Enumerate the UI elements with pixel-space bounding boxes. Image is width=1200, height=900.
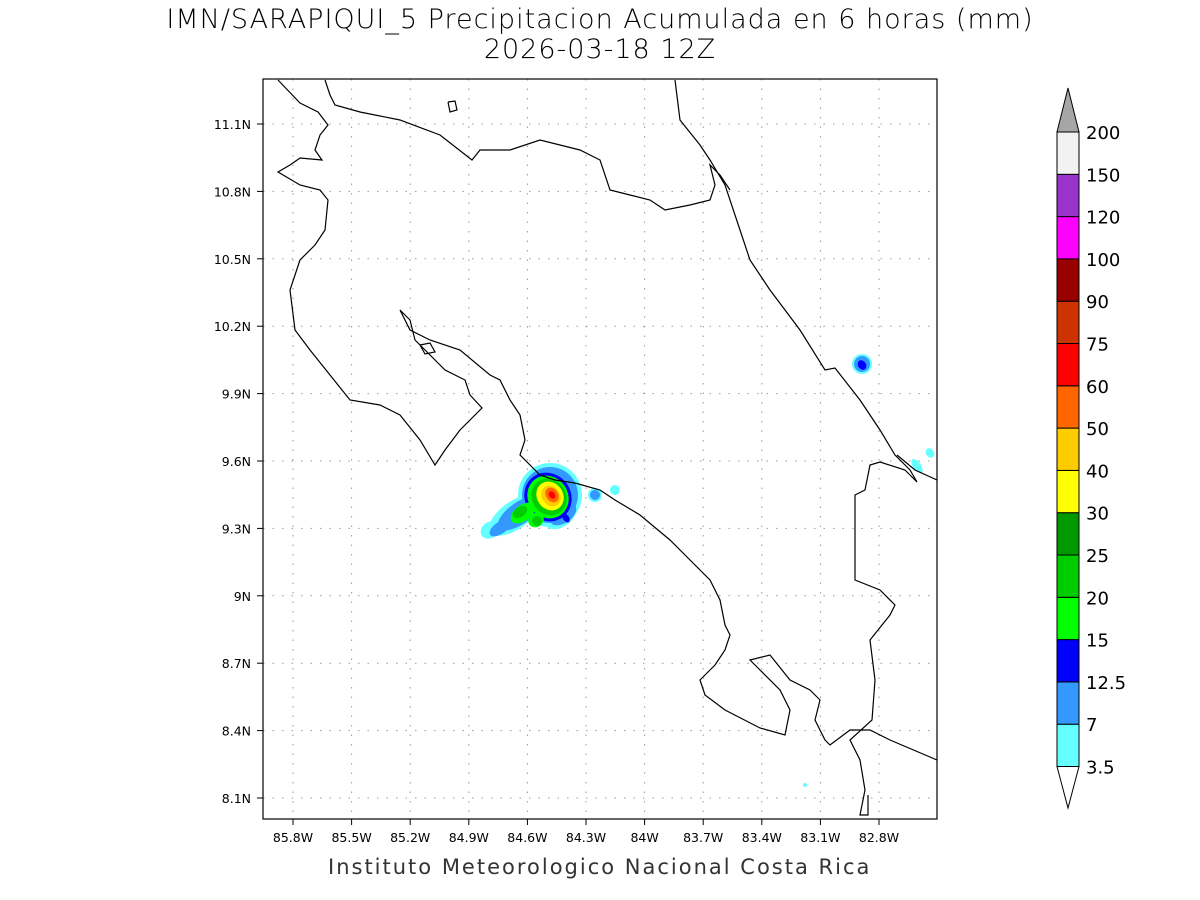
colorbar-swatch bbox=[1056, 554, 1080, 598]
colorbar-swatch bbox=[1056, 300, 1080, 345]
lon-tick-label: 85.2W bbox=[390, 830, 430, 845]
colorbar-label: 3.5 bbox=[1086, 758, 1115, 779]
colorbar-swatch bbox=[1056, 258, 1080, 302]
map-subtitle: 2026-03-18 12Z bbox=[483, 34, 717, 65]
colorbar-label: 90 bbox=[1086, 292, 1109, 313]
lon-tick-label: 84.6W bbox=[507, 830, 547, 845]
lat-tick-label: 9.3N bbox=[222, 521, 251, 536]
lon-tick-label: 84.3W bbox=[566, 830, 606, 845]
map-frame bbox=[262, 78, 938, 820]
lon-tick-label: 85.8W bbox=[273, 830, 313, 845]
lat-tick-label: 8.1N bbox=[222, 791, 251, 806]
colorbar-under-arrow bbox=[1056, 766, 1080, 810]
coastline bbox=[276, 79, 937, 761]
colorbar-label: 150 bbox=[1086, 165, 1120, 186]
lon-tick-label: 84W bbox=[630, 830, 658, 845]
colorbar-swatch bbox=[1056, 173, 1080, 218]
map-title: IMN/SARAPIQUI_5 Precipitacion Acumulada … bbox=[166, 4, 1034, 35]
colorbar-label: 30 bbox=[1086, 504, 1109, 525]
precip-cell bbox=[925, 448, 935, 458]
precip-cell bbox=[548, 491, 556, 499]
colorbar-label: 200 bbox=[1086, 123, 1120, 144]
colorbar-label: 20 bbox=[1086, 588, 1109, 609]
colorbar-swatch bbox=[1056, 469, 1080, 514]
colorbar-over-arrow bbox=[1056, 87, 1080, 133]
coastlines bbox=[276, 79, 937, 816]
lat-tick-label: 8.7N bbox=[222, 656, 251, 671]
colorbar-swatch bbox=[1056, 723, 1080, 768]
lat-tick-label: 9N bbox=[234, 589, 251, 604]
precip-cell bbox=[857, 360, 867, 370]
colorbar-swatch bbox=[1056, 343, 1080, 387]
colorbar-swatch bbox=[1056, 596, 1080, 641]
precip-cell bbox=[512, 505, 528, 519]
coastline bbox=[324, 79, 731, 211]
coastline bbox=[896, 454, 937, 481]
lon-tick-label: 83.1W bbox=[800, 830, 840, 845]
colorbar-label: 7 bbox=[1086, 715, 1097, 736]
lat-tick-label: 10.5N bbox=[214, 252, 251, 267]
coastline bbox=[419, 342, 436, 355]
lat-tick-label: 9.6N bbox=[222, 454, 251, 469]
coastline bbox=[447, 100, 458, 113]
lat-tick-label: 10.2N bbox=[214, 319, 251, 334]
lon-tick-label: 83.7W bbox=[683, 830, 723, 845]
colorbar-label: 75 bbox=[1086, 335, 1109, 356]
colorbar-label: 100 bbox=[1086, 250, 1120, 271]
lon-tick-label: 85.5W bbox=[331, 830, 371, 845]
precip-cell bbox=[532, 516, 542, 526]
precip-cell bbox=[911, 459, 923, 473]
colorbar-swatch bbox=[1056, 512, 1080, 556]
colorbar-swatch bbox=[1056, 681, 1080, 725]
precip-cell bbox=[590, 490, 600, 500]
colorbar-swatch bbox=[1056, 427, 1080, 471]
lat-tick-label: 10.8N bbox=[214, 184, 251, 199]
precip-cell bbox=[562, 513, 570, 523]
lon-tick-label: 82.8W bbox=[859, 830, 899, 845]
colorbar-label: 15 bbox=[1086, 631, 1109, 652]
grid-lines bbox=[263, 79, 937, 819]
colorbar-swatch bbox=[1056, 385, 1080, 429]
colorbar-swatch bbox=[1056, 216, 1080, 260]
colorbar-swatch bbox=[1056, 131, 1080, 175]
lat-tick-label: 8.4N bbox=[222, 724, 251, 739]
colorbar-label: 40 bbox=[1086, 461, 1109, 482]
lon-tick-label: 83.4W bbox=[742, 830, 782, 845]
lon-tick-label: 84.9W bbox=[449, 830, 489, 845]
lat-tick-label: 9.9N bbox=[222, 387, 251, 402]
precip-cell bbox=[610, 485, 620, 495]
precip-cell bbox=[803, 783, 807, 787]
colorbar-label: 12.5 bbox=[1086, 673, 1126, 694]
footer-credit: Instituto Meteorologico Nacional Costa R… bbox=[328, 855, 872, 879]
colorbar-label: 50 bbox=[1086, 419, 1109, 440]
precipitation-field bbox=[480, 353, 935, 787]
colorbar-label: 60 bbox=[1086, 377, 1109, 398]
coastline bbox=[674, 79, 918, 816]
colorbar: 3.5 7 12.5 15 20 25 30 40 50 60 75 90 100 120 150 200 bbox=[1056, 87, 1126, 810]
colorbar-label: 120 bbox=[1086, 208, 1120, 229]
colorbar-label: 25 bbox=[1086, 546, 1109, 567]
lat-tick-label: 11.1N bbox=[214, 117, 251, 132]
colorbar-swatch bbox=[1056, 639, 1080, 683]
